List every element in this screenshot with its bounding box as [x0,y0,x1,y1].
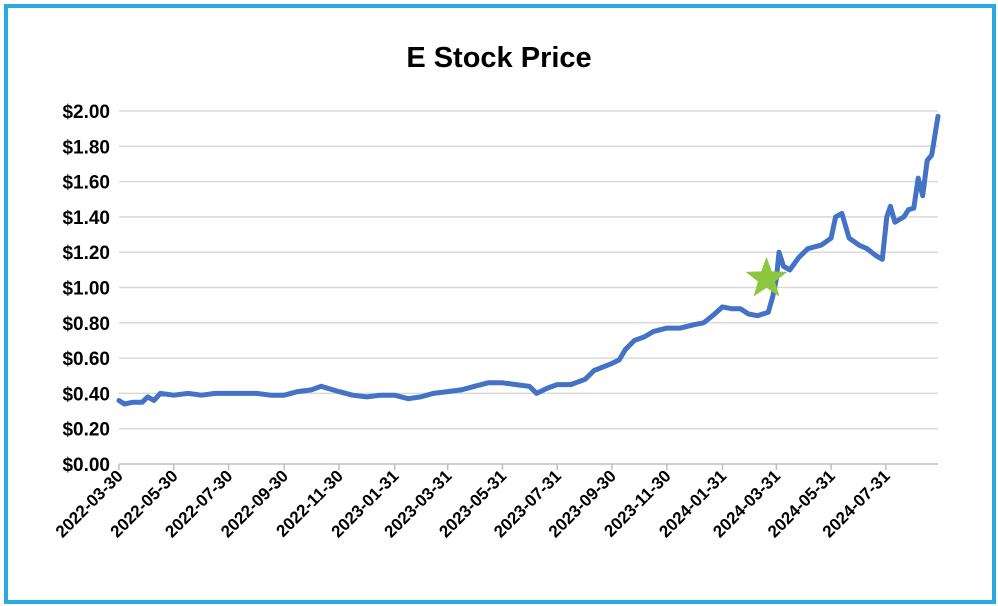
y-tick-label: $0.60 [62,349,110,370]
chart-frame [4,4,996,604]
y-axis-ticks: $0.00 $0.20 $0.40 $0.60 $0.80 $1.00 $1.20 $1.40… [62,102,110,476]
y-tick-label: $1.60 [62,173,110,194]
marker-group [745,256,788,297]
y-tick-label: $1.00 [62,279,110,300]
y-tick-label: $2.00 [62,102,110,123]
x-axis-ticks: 2022-03-302022-05-302022-07-302022-09-30… [52,464,894,541]
series-line [116,113,941,407]
y-tick-label: $0.40 [62,384,110,405]
gridlines [119,110,938,430]
star-marker [745,256,788,297]
y-tick-label: $0.00 [62,455,110,476]
chart-title: E Stock Price [406,42,591,74]
y-tick-label: $1.80 [62,137,110,158]
y-tick-label: $0.20 [62,420,110,441]
y-tick-label: $0.80 [62,314,110,335]
series-group [116,113,941,407]
y-tick-label: $1.20 [62,243,110,264]
y-tick-label: $1.40 [62,208,110,229]
